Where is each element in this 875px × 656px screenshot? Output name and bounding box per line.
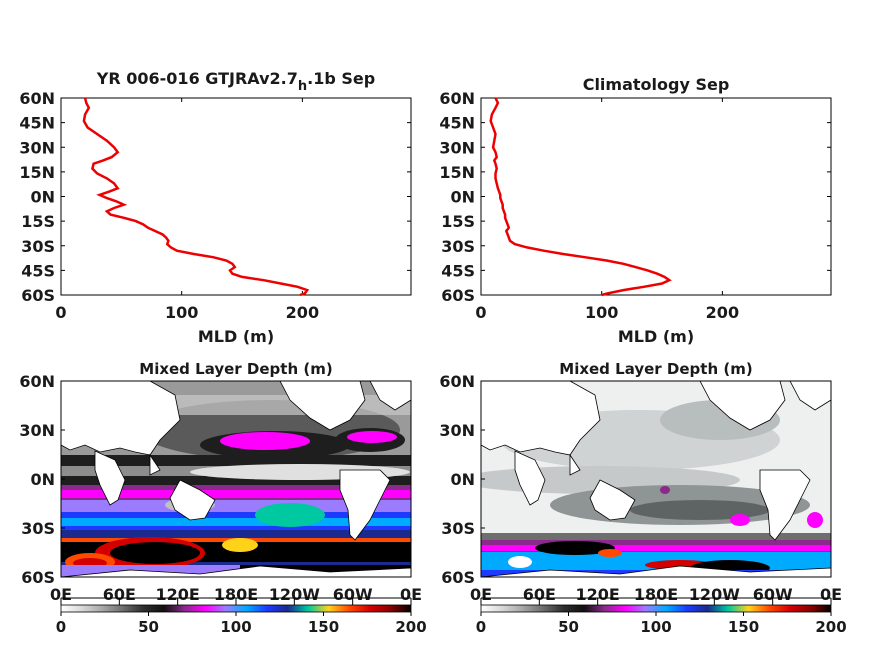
colorbar-ticks-model: 0 50 100 150 200 <box>56 597 427 636</box>
map-xtick-label: 120W <box>689 585 740 604</box>
ytick-label: 15S <box>21 212 55 231</box>
ytick-label: 15N <box>19 163 55 182</box>
profile-axes-model <box>60 97 412 296</box>
ytick-label: 45N <box>439 114 475 133</box>
map-xtick-label: 60E <box>103 585 136 604</box>
profile-xlabel-model: MLD (m) <box>198 327 274 346</box>
ytick-label: 60S <box>441 286 475 305</box>
map-ytick-label: 30N <box>439 421 475 440</box>
ytick-label: 60N <box>439 89 475 108</box>
ytick-label: 15S <box>441 212 475 231</box>
colorbar-tick-label: 50 <box>558 618 579 636</box>
map-xtick-label: 180E <box>634 585 678 604</box>
colorbar-tick-label: 100 <box>640 618 671 636</box>
colorbar-tick-label: 0 <box>476 618 486 636</box>
map-xtick-label: 0E <box>400 585 422 604</box>
map-xtick-label: 0E <box>50 585 72 604</box>
profile-line-model <box>82 97 310 297</box>
ytick-label: 30S <box>441 237 475 256</box>
ytick-label: 0N <box>30 188 55 207</box>
profile-xlabel-climatology: MLD (m) <box>618 327 694 346</box>
xtick-label: 200 <box>706 303 739 322</box>
ytick-label: 30N <box>19 138 55 157</box>
map-ytick-label: 60N <box>439 372 475 391</box>
ytick-label: 45S <box>21 261 55 280</box>
colorbar-strip-climatology <box>480 604 832 613</box>
map-xtick-label: 60W <box>333 585 373 604</box>
map-xtick-label: 180E <box>214 585 258 604</box>
map-panel-climatology: Mixed Layer Depth (m) <box>439 360 842 604</box>
ytick-label: 60S <box>21 286 55 305</box>
colorbar-model: 0 50 100 150 200 <box>56 597 427 636</box>
map-xtick-label: 120E <box>156 585 200 604</box>
ytick-label: 30S <box>21 237 55 256</box>
colorbar-tick-label: 200 <box>815 618 846 636</box>
map-ytick-label: 30S <box>21 519 55 538</box>
map-ytick-label: 60N <box>19 372 55 391</box>
map-field-climatology <box>481 381 831 577</box>
map-field-model <box>61 381 411 577</box>
map-title-model: Mixed Layer Depth (m) <box>139 360 332 378</box>
xtick-label: 200 <box>286 303 319 322</box>
map-ytick-label: 30S <box>441 519 475 538</box>
xtick-label: 0 <box>55 303 66 322</box>
colorbar-tick-label: 150 <box>728 618 759 636</box>
ytick-label: 60N <box>19 89 55 108</box>
profile-panel-climatology: Climatology Sep 60N45N30N15N0N15S30S45S6… <box>439 75 832 346</box>
map-ytick-label: 0N <box>30 470 55 489</box>
ytick-label: 15N <box>439 163 475 182</box>
colorbar-tick-label: 150 <box>308 618 339 636</box>
ytick-label: 30N <box>439 138 475 157</box>
map-xtick-label: 60E <box>523 585 556 604</box>
xtick-label: 0 <box>475 303 486 322</box>
map-xtick-label: 60W <box>753 585 793 604</box>
profile-axes-climatology <box>480 97 832 296</box>
profile-title-climatology: Climatology Sep <box>583 75 730 94</box>
map-panel-model: Mixed Layer Depth (m) <box>19 360 422 604</box>
profile-panel-model: YR 006-016 GTJRAv2.7h.1b Sep 60N 45N 30N 15… <box>19 69 412 346</box>
map-ytick-label: 0N <box>450 470 475 489</box>
colorbar-tick-label: 0 <box>56 618 66 636</box>
map-xtick-label: 0E <box>820 585 842 604</box>
xtick-label: 100 <box>585 303 618 322</box>
colorbar-strip-model <box>60 604 412 613</box>
colorbar-climatology: 0 50 100 150 200 <box>476 597 847 636</box>
colorbar-tick-label: 50 <box>138 618 159 636</box>
colorbar-tick-label: 100 <box>220 618 251 636</box>
map-title-climatology: Mixed Layer Depth (m) <box>559 360 752 378</box>
map-xtick-label: 120W <box>269 585 320 604</box>
profile-title-model: YR 006-016 GTJRAv2.7h.1b Sep <box>96 69 375 94</box>
colorbar-ticks-climatology: 0 50 100 150 200 <box>476 597 847 636</box>
map-xtick-label: 120E <box>576 585 620 604</box>
profile-line-climatology <box>489 97 672 297</box>
ytick-label: 45S <box>441 261 475 280</box>
map-ytick-label: 60S <box>21 568 55 587</box>
map-xtick-label: 0E <box>470 585 492 604</box>
colorbar-tick-label: 200 <box>395 618 426 636</box>
map-ytick-label: 60S <box>441 568 475 587</box>
xtick-label: 100 <box>165 303 198 322</box>
map-ytick-label: 30N <box>19 421 55 440</box>
ytick-label: 0N <box>450 188 475 207</box>
ytick-label: 45N <box>19 114 55 133</box>
